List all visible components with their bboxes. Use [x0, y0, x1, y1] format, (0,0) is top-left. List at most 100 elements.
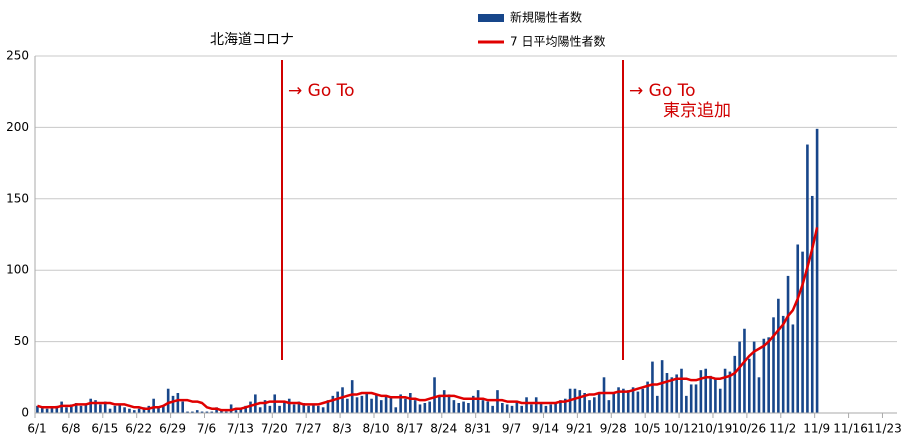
- line: [37, 227, 819, 412]
- bar: [292, 404, 296, 413]
- bar: [583, 393, 586, 413]
- bar: [433, 377, 436, 413]
- bar: [747, 358, 751, 413]
- bar: [409, 393, 412, 413]
- bar: [622, 388, 625, 413]
- bar: [89, 398, 92, 413]
- bar: [573, 388, 577, 413]
- y-tick-label: 150: [6, 191, 29, 205]
- bar: [588, 400, 591, 413]
- x-tick-label: 6/1: [27, 422, 46, 436]
- x-tick-label: 10/12: [664, 422, 699, 436]
- bar: [341, 387, 344, 413]
- bar: [743, 328, 746, 413]
- bar: [123, 407, 126, 413]
- bar: [501, 403, 504, 413]
- bar: [486, 401, 490, 413]
- bar: [321, 407, 325, 413]
- bar: [471, 395, 475, 413]
- bar: [389, 397, 393, 413]
- bar: [738, 341, 741, 413]
- bar: [651, 361, 654, 413]
- bar: [283, 401, 286, 413]
- bar: [220, 410, 223, 413]
- bar: [50, 407, 54, 413]
- bar: [244, 405, 247, 413]
- bar: [752, 341, 756, 413]
- bar: [607, 400, 611, 413]
- chart-title: 北海道コロナ: [210, 32, 294, 48]
- bar: [152, 398, 155, 413]
- bar: [60, 401, 63, 413]
- annotation-text: → Go To: [288, 81, 355, 101]
- bar: [801, 251, 804, 413]
- x-tick-label: 7/6: [197, 422, 216, 436]
- bar: [428, 401, 431, 413]
- x-tick-label: 8/3: [332, 422, 351, 436]
- bar: [636, 391, 640, 413]
- bar: [505, 404, 509, 413]
- bar: [224, 411, 228, 413]
- bar: [375, 394, 378, 413]
- bar: [249, 401, 252, 413]
- bar: [195, 410, 199, 413]
- bar: [617, 387, 620, 413]
- bar: [525, 397, 528, 413]
- y-tick-label: 250: [6, 49, 29, 63]
- bar: [602, 377, 606, 413]
- x-tick-label: 11/2: [769, 422, 796, 436]
- bar: [210, 411, 214, 413]
- x-tick-label: 7/13: [227, 422, 254, 436]
- bar: [268, 405, 272, 413]
- bar: [181, 401, 185, 413]
- bar: [496, 390, 499, 413]
- bar: [554, 403, 557, 413]
- bar: [767, 337, 770, 413]
- bar: [539, 403, 543, 413]
- bar: [694, 384, 698, 413]
- bar: [534, 397, 538, 413]
- y-tick-label: 200: [6, 120, 29, 134]
- x-tick-label: 8/10: [363, 422, 390, 436]
- bar: [234, 410, 238, 413]
- bar: [273, 394, 277, 413]
- bar: [796, 244, 800, 413]
- bar: [442, 390, 446, 413]
- bar: [40, 407, 44, 413]
- bar: [45, 408, 49, 413]
- bar: [413, 400, 417, 413]
- bar: [312, 404, 315, 413]
- y-tick-label: 100: [6, 263, 29, 277]
- bar: [379, 400, 383, 413]
- bar: [399, 394, 402, 413]
- bar: [36, 405, 39, 413]
- bar: [278, 405, 281, 413]
- bar: [670, 377, 674, 413]
- bar: [360, 395, 364, 413]
- bar: [176, 393, 180, 413]
- bar: [626, 390, 630, 413]
- bar: [370, 398, 373, 413]
- x-tick-label: 6/29: [159, 422, 186, 436]
- bar: [128, 408, 131, 413]
- bar: [612, 393, 616, 413]
- bar: [786, 275, 790, 413]
- bar: [355, 397, 359, 413]
- bar: [229, 404, 233, 413]
- bar: [132, 410, 136, 413]
- bar: [70, 404, 73, 413]
- bar: [404, 398, 407, 413]
- bar: [481, 400, 485, 413]
- bar: [457, 403, 461, 413]
- bar: [94, 400, 97, 413]
- bar: [733, 355, 737, 413]
- bar: [307, 405, 310, 413]
- x-tick-label: 7/27: [295, 422, 322, 436]
- bar: [205, 411, 209, 413]
- bar: [772, 317, 775, 413]
- bar: [331, 395, 335, 413]
- bar: [530, 404, 533, 413]
- bar: [103, 401, 107, 413]
- bar: [510, 405, 514, 413]
